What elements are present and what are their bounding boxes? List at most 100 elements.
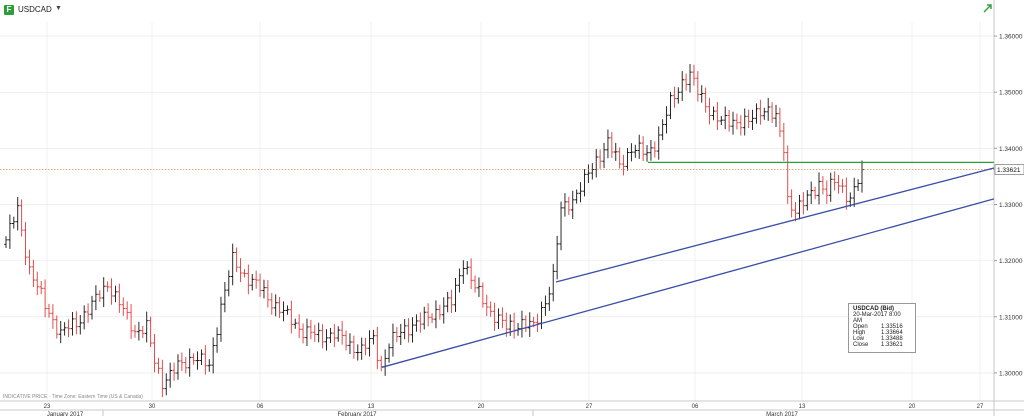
ohlc-bar [312, 324, 317, 342]
y-tick-label: 1.33000 [999, 202, 1023, 209]
ohlc-bar [731, 111, 735, 135]
ohlc-bar [430, 313, 434, 324]
ohlc-bar [211, 337, 215, 374]
ohlc-bar [43, 279, 47, 318]
ohlc-bar [696, 71, 700, 102]
ohlc-bar [633, 144, 638, 158]
ohlc-bar [426, 303, 430, 327]
ohlc-bar [164, 373, 169, 396]
ohlc-bar [58, 320, 63, 344]
ohlc-bar [758, 99, 763, 125]
tooltip-row: Close 1.33621 [853, 342, 903, 348]
ohlc-bar [766, 97, 770, 121]
trendline-upper-support [555, 167, 995, 283]
ohlc-bar [586, 164, 591, 183]
ohlc-bar [70, 312, 75, 336]
chevron-down-icon[interactable]: ▼ [55, 5, 62, 12]
ohlc-bar [86, 303, 90, 323]
ohlc-bar [461, 260, 466, 284]
x-tick-label: 06 [257, 404, 264, 410]
ohlc-bar [203, 345, 208, 375]
ohlc-bar [215, 327, 219, 353]
ohlc-bar [336, 326, 341, 342]
ohlc-bar [735, 113, 739, 130]
month-label: January 2017 [47, 412, 84, 416]
ohlc-bar [406, 318, 411, 343]
ohlc-bar [500, 307, 505, 329]
x-tick-label: 27 [586, 404, 593, 410]
expand-icon[interactable] [983, 4, 992, 13]
month-label: March 2017 [766, 412, 798, 416]
ohlc-bar [567, 196, 571, 215]
ohlc-bar [535, 313, 540, 333]
ohlc-bar [754, 103, 759, 124]
ohlc-bar [653, 141, 657, 158]
ohlc-bar [828, 172, 833, 202]
ohlc-bar [598, 149, 602, 169]
ohlc-bar [649, 139, 653, 161]
ohlc-bar [19, 199, 24, 237]
ohlc-bar [367, 330, 372, 357]
ohlc-bar [156, 357, 161, 374]
ohlc-bar [78, 315, 83, 335]
ohlc-bar [492, 302, 497, 331]
ohlc-bar [469, 258, 473, 290]
ohlc-bar [250, 274, 255, 291]
ohlc-bar [805, 190, 810, 211]
ohlc-tooltip: USDCAD (Bid) 20-Mar-2017 8:00 AM Open 1.3… [848, 303, 916, 353]
x-tick-label: 27 [977, 404, 984, 410]
ohlc-bar [844, 177, 849, 210]
ohlc-bar [324, 329, 329, 351]
ohlc-bar [309, 319, 313, 340]
y-tick-label: 1.34000 [999, 146, 1023, 153]
ohlc-bar [785, 145, 790, 204]
ohlc-bar [570, 190, 575, 219]
ohlc-bar [234, 247, 239, 273]
ohlc-bar [848, 192, 853, 207]
ohlc-bar [297, 314, 301, 339]
ohlc-bar [680, 71, 685, 101]
ohlc-bar [402, 319, 407, 340]
ohlc-bar [453, 277, 458, 313]
ohlc-bar [574, 189, 579, 204]
ohlc-bar [27, 249, 32, 275]
ohlc-bar [610, 132, 614, 158]
tooltip-title: USDCAD (Bid) [853, 306, 894, 312]
ohlc-bar [813, 186, 817, 200]
last-price-label: 1.33621 [997, 167, 1021, 174]
ohlc-bar [555, 235, 559, 280]
symbol-icon[interactable]: F [4, 5, 14, 15]
ohlc-bar [90, 295, 94, 320]
ohlc-bar [559, 201, 563, 251]
ohlc-bar [98, 290, 102, 302]
ohlc-bar [199, 349, 204, 366]
ohlc-bar [621, 154, 626, 176]
ohlc-bar [762, 107, 767, 120]
ohlc-bar [258, 273, 262, 297]
ohlc-bar [51, 304, 55, 329]
ohlc-bar [348, 333, 352, 355]
ohlc-bar [414, 314, 419, 332]
ohlc-bar [660, 119, 665, 141]
ohlc-bar [789, 189, 794, 218]
ohlc-bar [445, 291, 450, 313]
ohlc-bar [293, 318, 298, 329]
chart-toolbar: F USDCAD ▼ [0, 0, 994, 22]
ohlc-bar [226, 270, 231, 297]
ohlc-bar [688, 64, 692, 93]
ohlc-bar [395, 326, 399, 343]
ohlc-bar [238, 258, 243, 283]
ohlc-bar [47, 303, 51, 318]
ohlc-bar [477, 277, 481, 297]
ohlc-bar [543, 295, 548, 316]
ohlc-bar [305, 318, 309, 346]
ohlc-bar [465, 261, 470, 275]
ohlc-bar [269, 292, 274, 315]
ohlc-bar [101, 277, 106, 308]
symbol-label[interactable]: USDCAD [18, 5, 52, 14]
ohlc-bar [563, 193, 567, 217]
ohlc-bar [141, 325, 145, 339]
y-axis: 1.30000 1.31000 1.32000 1.33000 1.34000 1.350… [994, 34, 1024, 377]
